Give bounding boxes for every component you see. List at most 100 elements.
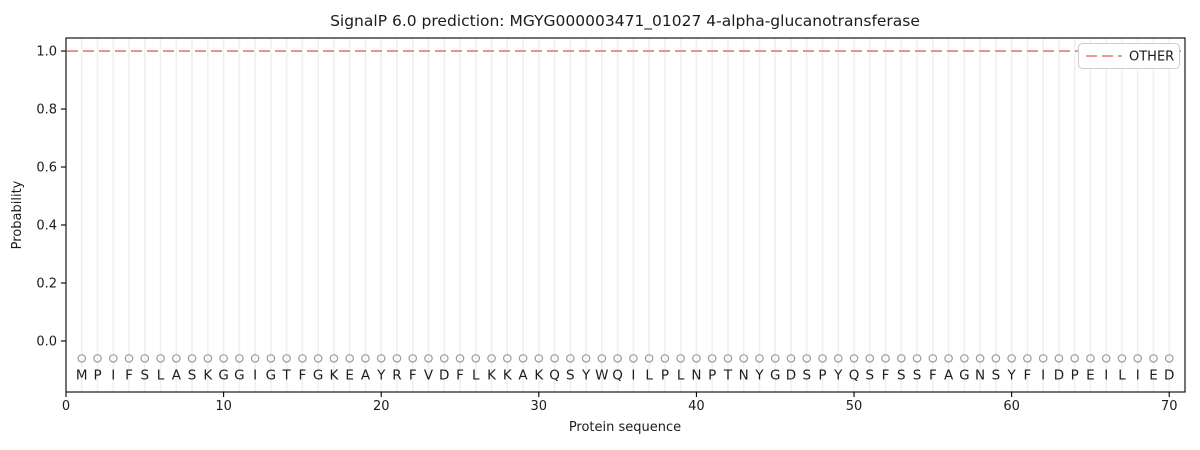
residue-letter: T (282, 367, 292, 383)
x-tick-label: 10 (215, 399, 232, 414)
residue-marker (1023, 354, 1032, 363)
residue-letter: L (157, 367, 165, 383)
residue-markers (77, 354, 1174, 363)
residue-letter: F (456, 367, 464, 383)
residue-marker (1117, 354, 1127, 363)
residue-letter: F (1024, 367, 1032, 383)
residue-letter: A (172, 367, 182, 383)
residue-marker (1086, 354, 1095, 363)
residue-letter: L (645, 367, 653, 383)
residue-marker (439, 354, 449, 363)
residue-marker (376, 354, 386, 363)
residue-marker (786, 354, 796, 363)
residue-marker (455, 354, 465, 363)
residue-letter: I (1104, 367, 1108, 383)
residue-letter: K (329, 367, 339, 383)
residue-marker (518, 354, 528, 363)
residue-marker (581, 354, 591, 363)
residue-letter: N (691, 367, 701, 383)
residue-letter: I (253, 367, 257, 383)
residue-letter: I (1041, 367, 1045, 383)
residue-marker (770, 354, 780, 363)
residue-letter: S (188, 367, 197, 383)
residue-letter: I (111, 367, 115, 383)
residue-letter: Q (549, 367, 560, 383)
residue-letter: G (959, 367, 969, 383)
residue-marker (235, 354, 244, 363)
residue-letter: I (631, 367, 635, 383)
residue-letter: E (345, 367, 354, 383)
x-tick-label: 70 (1161, 399, 1178, 414)
residue-letter: G (234, 367, 244, 383)
residue-letter: S (913, 367, 922, 383)
residue-marker (266, 354, 276, 363)
residue-letter: G (266, 367, 276, 383)
residue-marker (897, 354, 906, 363)
residue-marker (187, 354, 197, 363)
legend-box (1078, 43, 1180, 69)
residue-marker (960, 354, 969, 363)
residue-marker (156, 354, 165, 363)
residue-marker (613, 354, 622, 363)
residue-marker (566, 354, 575, 363)
residue-marker (329, 354, 339, 363)
residue-letter: D (1164, 367, 1174, 383)
residue-letter: R (392, 367, 401, 383)
residue-letter: F (125, 367, 133, 383)
residue-marker (392, 354, 402, 363)
residue-letter: F (299, 367, 307, 383)
residue-letter: F (929, 367, 937, 383)
residue-marker (849, 354, 859, 363)
residue-marker (1101, 354, 1111, 363)
x-tick-label: 60 (1003, 399, 1020, 414)
residue-marker (912, 354, 922, 363)
residue-marker (676, 354, 685, 363)
x-axis-ticks: 0 10 20 30 40 50 60 70 (62, 392, 1178, 414)
residue-marker (502, 354, 512, 363)
residue-marker (203, 354, 213, 363)
residue-marker (629, 354, 638, 363)
residue-letter: L (1118, 367, 1126, 383)
residue-marker (219, 354, 228, 363)
x-axis-label: Protein sequence (569, 420, 681, 435)
residue-letter: K (503, 367, 513, 383)
residue-marker (361, 354, 370, 363)
y-tick-label: 0.2 (36, 276, 57, 291)
residue-marker (77, 354, 87, 363)
residue-letter: S (802, 367, 811, 383)
residue-marker (707, 354, 717, 363)
residue-marker (172, 354, 181, 363)
x-tick-label: 50 (846, 399, 863, 414)
legend-label-other: OTHER (1129, 50, 1174, 65)
residue-marker (108, 354, 118, 363)
residue-letter: D (1054, 367, 1064, 383)
residue-marker (282, 354, 291, 363)
residue-letter: P (93, 367, 101, 383)
residue-letter: A (518, 367, 528, 383)
residue-letter: P (1071, 367, 1079, 383)
residue-marker (345, 354, 354, 363)
residue-marker (944, 354, 953, 363)
residue-letter: T (723, 367, 733, 383)
residue-marker (1149, 354, 1158, 363)
residue-letter: S (897, 367, 906, 383)
residue-marker (802, 354, 812, 363)
residue-marker (124, 354, 134, 363)
residue-marker (597, 354, 607, 363)
residue-marker (1070, 354, 1079, 363)
chart-title: SignalP 6.0 prediction: MGYG000003471_01… (330, 12, 920, 31)
residue-letter: K (203, 367, 213, 383)
residue-marker (660, 354, 670, 363)
residue-letter: V (424, 367, 434, 383)
residue-letter: P (818, 367, 826, 383)
residue-marker (723, 354, 733, 363)
residue-marker (991, 354, 1001, 363)
y-tick-label: 0.6 (36, 161, 57, 176)
residue-marker (818, 354, 827, 363)
y-tick-label: 0.0 (36, 334, 57, 349)
y-axis-ticks: 0.0 0.2 0.4 0.6 0.8 1.0 (36, 45, 66, 349)
residue-letter: L (677, 367, 685, 383)
